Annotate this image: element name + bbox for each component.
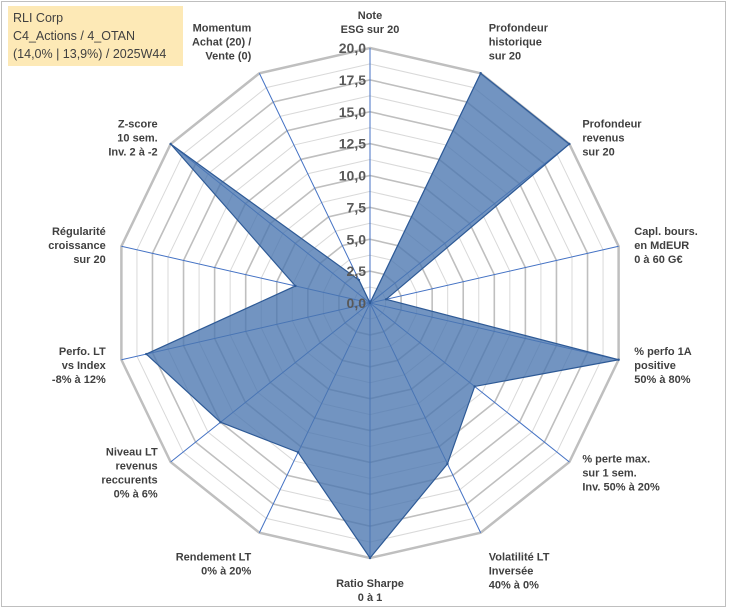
axis-label-3-line-2: 0 à 60 G€ <box>634 254 682 266</box>
axis-label-2: Profondeur revenus sur 20 <box>582 118 642 158</box>
axis-label-13-line-0: Momentum <box>193 23 252 35</box>
axis-label-7-line-1: 0 à 1 <box>358 592 382 604</box>
radar-tick-labels: 0,0 2,5 5,0 7,5 10,0 12,5 15,0 17,5 20,0 <box>339 40 366 311</box>
axis-label-12-line-2: Inv. 2 à -2 <box>108 146 157 158</box>
axis-label-9-line-2: reccurents <box>101 475 157 487</box>
axis-label-7-line-0: Ratio Sharpe <box>336 578 404 590</box>
axis-label-2-line-1: revenus <box>582 132 624 144</box>
axis-label-12: Z-score 10 sem. Inv. 2 à -2 <box>108 118 157 158</box>
axis-label-3: Capl. bours. en MdEUR 0 à 60 G€ <box>634 226 698 266</box>
data-point-1 <box>479 72 482 75</box>
axis-label-1-line-1: historique <box>489 37 542 49</box>
axis-label-2-line-2: sur 20 <box>582 146 614 158</box>
axis-label-4: % perfo 1A positive 50% à 80% <box>634 346 692 386</box>
data-point-13 <box>357 278 361 282</box>
axis-label-11: Régularité croissance sur 20 <box>48 226 105 266</box>
data-point-11 <box>294 284 297 288</box>
data-point-4 <box>617 358 620 361</box>
axis-label-9-line-1: revenus <box>115 461 157 473</box>
chart-header-box: RLI Corp C4_Actions / 4_OTAN (14,0% | 13… <box>8 6 183 66</box>
axis-label-10-line-1: vs Index <box>62 360 107 372</box>
portfolio-category: C4_Actions / 4_OTAN <box>13 29 136 43</box>
axis-label-2-line-0: Profondeur <box>582 118 642 130</box>
data-point-9 <box>219 421 222 424</box>
performance-week: (14,0% | 13,9%) / 2025W44 <box>13 47 167 61</box>
data-point-5 <box>473 385 476 388</box>
axis-label-10-line-2: -8% à 12% <box>52 374 106 386</box>
axis-label-1-line-2: sur 20 <box>489 51 521 63</box>
axis-label-0: Note ESG sur 20 <box>341 10 400 36</box>
data-point-0 <box>368 301 372 305</box>
axis-label-1: Profondeur historique sur 20 <box>489 23 549 63</box>
axis-label-3-line-0: Capl. bours. <box>634 226 698 238</box>
axis-label-4-line-1: positive <box>634 360 676 372</box>
axis-label-4-line-2: 50% à 80% <box>634 374 690 386</box>
data-point-2 <box>568 142 571 146</box>
axis-label-0-line-0: Note <box>358 10 382 22</box>
axis-label-5-line-2: Inv. 50% à 20% <box>582 482 660 494</box>
axis-label-3-line-1: en MdEUR <box>634 240 689 252</box>
axis-label-10: Perfo. LT vs Index -8% à 12% <box>52 346 107 386</box>
tick-label-3: 7,5 <box>347 199 367 215</box>
axis-label-7: Ratio Sharpe 0 à 1 <box>336 578 404 604</box>
axis-label-5-line-0: % perte max. <box>582 454 650 466</box>
axis-label-0-line-1: ESG sur 20 <box>341 24 400 36</box>
tick-label-0: 0,0 <box>347 295 367 311</box>
tick-label-7: 17,5 <box>339 72 366 88</box>
radar-axis-labels: Note ESG sur 20 Profondeur historique sur 20… <box>48 10 698 604</box>
axis-label-8-line-0: Rendement LT <box>176 551 252 563</box>
axis-label-10-line-0: Perfo. LT <box>59 346 106 358</box>
tick-label-5: 12,5 <box>339 136 366 152</box>
data-point-7 <box>368 556 372 560</box>
spoke-13 <box>258 73 371 304</box>
axis-label-9-line-0: Niveau LT <box>106 447 158 459</box>
axis-label-6-line-1: Inversée <box>489 565 534 577</box>
axis-label-11-line-2: sur 20 <box>73 254 105 266</box>
axis-label-12-line-1: 10 sem. <box>117 132 157 144</box>
axis-label-6-line-0: Volatilité LT <box>489 551 550 563</box>
axis-label-6-line-2: 40% à 0% <box>489 579 539 591</box>
data-point-12 <box>169 142 172 146</box>
data-point-6 <box>446 462 449 466</box>
axis-label-12-line-0: Z-score <box>118 118 158 130</box>
tick-label-2: 5,0 <box>347 231 367 247</box>
spoke-3 <box>369 245 619 304</box>
axis-label-6: Volatilité LT Inversée 40% à 0% <box>489 551 550 591</box>
axis-label-1-line-0: Profondeur <box>489 23 549 35</box>
axis-label-11-line-1: croissance <box>48 240 105 252</box>
axis-label-4-line-0: % perfo 1A <box>634 346 692 358</box>
data-point-10 <box>145 352 148 356</box>
radar-series <box>145 72 620 560</box>
axis-label-9: Niveau LT revenus reccurents 0% à 6% <box>101 447 158 501</box>
axis-label-8-line-1: 0% à 20% <box>201 565 251 577</box>
axis-label-9-line-3: 0% à 6% <box>114 489 158 501</box>
axis-label-13-line-1: Achat (20) / <box>192 37 251 49</box>
data-point-8 <box>296 451 300 454</box>
company-name: RLI Corp <box>13 11 64 25</box>
axis-label-13: Momentum Achat (20) / Vente (0) <box>192 23 252 63</box>
axis-label-5-line-1: sur 1 sem. <box>582 468 636 480</box>
tick-label-4: 10,0 <box>339 168 366 184</box>
axis-label-8: Rendement LT 0% à 20% <box>176 551 252 577</box>
tick-label-6: 15,0 <box>339 104 366 120</box>
axis-label-5: % perte max. sur 1 sem. Inv. 50% à 20% <box>582 454 660 494</box>
tick-label-8: 20,0 <box>339 40 366 56</box>
axis-label-11-line-0: Régularité <box>52 226 106 238</box>
tick-label-1: 2,5 <box>347 263 367 279</box>
axis-label-13-line-2: Vente (0) <box>205 51 251 63</box>
data-point-3 <box>384 298 388 301</box>
